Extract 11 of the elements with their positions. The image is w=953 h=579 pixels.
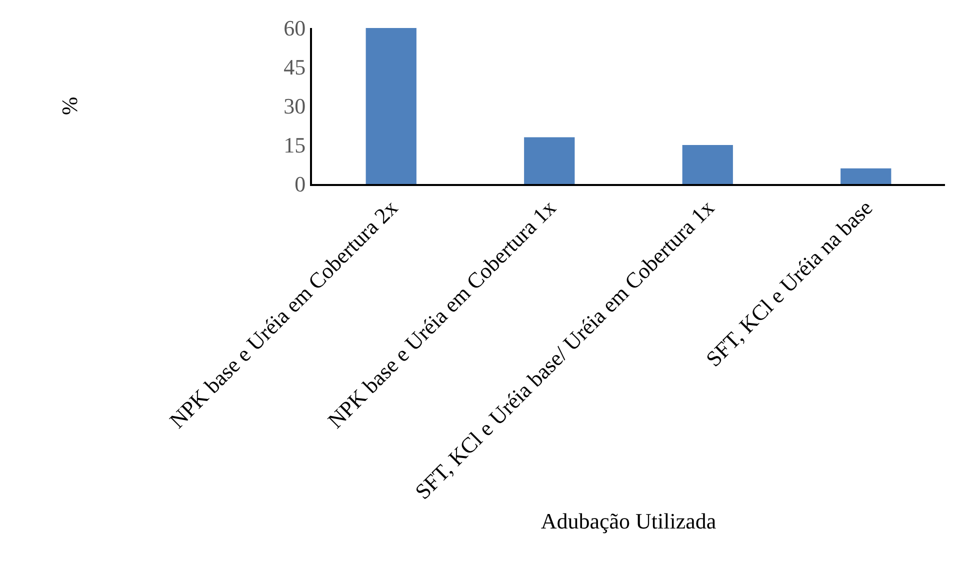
x-axis-title: Adubação Utilizada [540, 508, 716, 534]
bar [840, 168, 892, 184]
y-tick-label: 45 [284, 54, 306, 80]
y-axis-title: % [56, 96, 82, 116]
bar [682, 145, 733, 184]
y-tick-label: 30 [284, 94, 306, 119]
y-tick-label: 60 [284, 16, 306, 41]
bar [366, 28, 416, 184]
y-tick-label: 15 [284, 132, 306, 158]
bar [524, 137, 575, 184]
y-tick-label: 0 [294, 172, 306, 197]
